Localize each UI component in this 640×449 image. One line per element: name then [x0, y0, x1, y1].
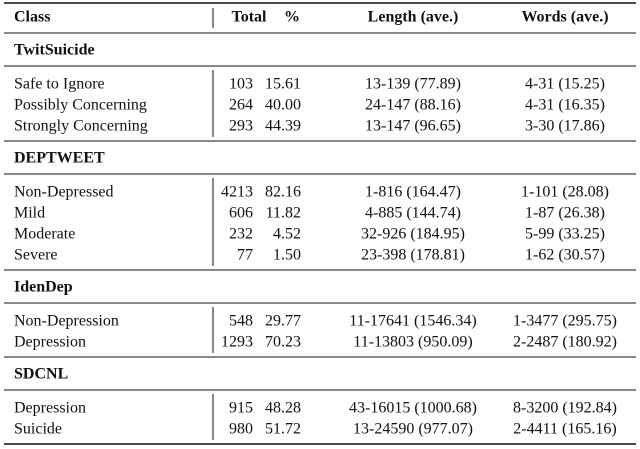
cell: 44.39 [265, 118, 301, 135]
cell: 1-87 (26.38) [525, 205, 605, 222]
cell: Non-Depressed [14, 184, 114, 201]
cell: Depression [14, 334, 86, 351]
cell: 24-147 (88.16) [365, 97, 461, 114]
cell: 4.52 [273, 226, 301, 243]
cell: 29.77 [265, 313, 301, 330]
cell: 548 [229, 313, 253, 330]
cell: 1-3477 (295.75) [513, 313, 617, 330]
section-title: SDCNL [14, 366, 68, 383]
cell: 2-2487 (180.92) [513, 334, 617, 351]
cell: Possibly Concerning [14, 97, 147, 114]
cell: 51.72 [265, 421, 301, 438]
cell: 606 [229, 205, 253, 222]
cell: 293 [229, 118, 253, 135]
cell: 23-398 (178.81) [361, 247, 465, 264]
header-cell: Total [232, 9, 268, 26]
header-cell: Class [14, 9, 50, 26]
cell: Non-Depression [14, 313, 119, 330]
cell: 13-24590 (977.07) [353, 421, 473, 438]
cell: 32-926 (184.95) [361, 226, 465, 243]
header-cell: % [284, 9, 300, 26]
cell: 264 [229, 97, 253, 114]
header-cell: Words (ave.) [521, 9, 608, 26]
cell: 4-885 (144.74) [365, 205, 461, 222]
cell: 2-4411 (165.16) [513, 421, 616, 438]
cell: 11.82 [266, 205, 301, 222]
section-title: DEPTWEET [14, 150, 105, 167]
cell: 4213 [221, 184, 253, 201]
cell: 15.61 [265, 76, 301, 93]
cell: 43-16015 (1000.68) [349, 400, 477, 417]
cell: 70.23 [265, 334, 301, 351]
cell: 1-101 (28.08) [521, 184, 609, 201]
cell: 11-13803 (950.09) [353, 334, 472, 351]
cell: 1-62 (30.57) [525, 247, 605, 264]
cell: Moderate [14, 226, 75, 243]
cell: 1-816 (164.47) [365, 184, 461, 201]
section-title: IdenDep [14, 279, 73, 296]
cell: Severe [14, 247, 58, 264]
cell: Suicide [14, 421, 62, 438]
cell: 3-30 (17.86) [525, 118, 605, 135]
header-cell: Length (ave.) [368, 9, 459, 26]
cell: 13-139 (77.89) [365, 76, 461, 93]
cell: 48.28 [265, 400, 301, 417]
cell: 5-99 (33.25) [525, 226, 605, 243]
cell: 1.50 [273, 247, 301, 264]
cell: 11-17641 (1546.34) [349, 313, 476, 330]
cell: 40.00 [265, 97, 301, 114]
cell: 4-31 (15.25) [525, 76, 605, 93]
cell: 1293 [221, 334, 253, 351]
cell: 13-147 (96.65) [365, 118, 461, 135]
cell: 77 [237, 247, 253, 264]
cell: 232 [229, 226, 253, 243]
section-title: TwitSuicide [14, 42, 95, 59]
cell: 4-31 (16.35) [525, 97, 605, 114]
cell: 8-3200 (192.84) [513, 400, 617, 417]
cell: 980 [229, 421, 253, 438]
cell: Mild [14, 205, 45, 222]
cell: 82.16 [265, 184, 301, 201]
cell: 103 [229, 76, 253, 93]
cell: Strongly Concerning [14, 118, 148, 135]
cell: 915 [229, 400, 253, 417]
cell: Safe to Ignore [14, 76, 105, 93]
cell: Depression [14, 400, 86, 417]
